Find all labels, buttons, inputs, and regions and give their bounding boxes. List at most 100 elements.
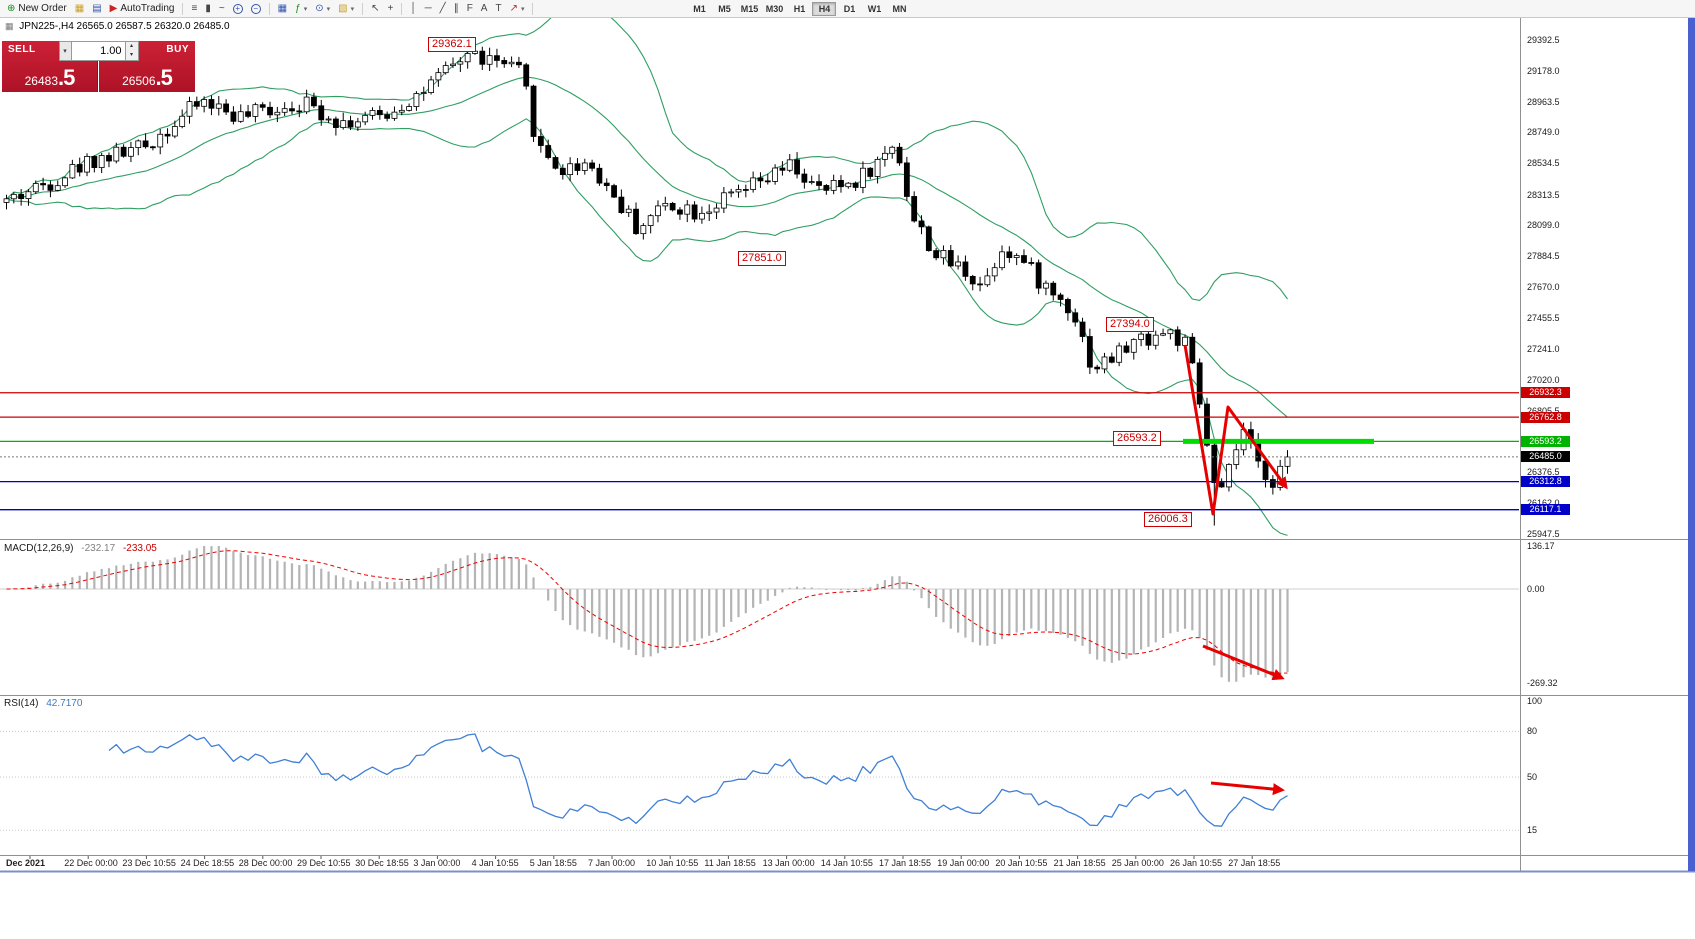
cursor-icon: ↖ xyxy=(371,2,380,14)
timeframe-w1[interactable]: W1 xyxy=(862,1,887,16)
price-callout[interactable]: 27851.0 xyxy=(738,251,786,266)
new-order-icon: ⊕ xyxy=(7,2,16,14)
price-marker: 26932.3 xyxy=(1521,387,1570,399)
autotrading-icon: ▶ xyxy=(109,2,118,14)
price-axis-tick: 28313.5 xyxy=(1527,189,1560,200)
horizontal-line-button[interactable]: ─ xyxy=(421,1,436,17)
time-axis-label: 10 Jan 10:55 xyxy=(646,858,699,868)
trendline-icon: ╱ xyxy=(439,2,446,14)
price-axis-tick: 25947.5 xyxy=(1527,529,1560,539)
timeframe-m15[interactable]: M15 xyxy=(737,1,762,16)
toolbar-separator xyxy=(362,2,364,15)
timeframe-m5[interactable]: M5 xyxy=(712,1,737,16)
periods-button[interactable]: ⊙ ▾ xyxy=(311,1,334,17)
time-axis-label: 3 Jan 00:00 xyxy=(413,858,461,868)
time-axis-label: 11 Jan 18:55 xyxy=(704,858,756,868)
time-axis-label: 25 Jan 00:00 xyxy=(1111,858,1164,868)
arrows-tool-button[interactable]: ↗ ▾ xyxy=(506,1,529,17)
buy-price-pips: .5 xyxy=(155,65,173,90)
line-chart-button[interactable]: ~ xyxy=(215,1,229,17)
channel-button[interactable]: ∥ xyxy=(450,1,463,17)
timeframe-h1[interactable]: H1 xyxy=(787,1,812,16)
toolbar: ⊕ New Order ▦ ▤ ▶ AutoTrading ≡ ▮ ~ + − … xyxy=(0,0,1695,18)
price-axis-tick: 28534.5 xyxy=(1527,158,1560,169)
price-callout[interactable]: 26593.2 xyxy=(1113,431,1161,446)
price-axis-tick: 27884.5 xyxy=(1527,251,1560,262)
sell-label: SELL xyxy=(8,44,36,55)
profiles-button[interactable]: ▤ xyxy=(88,1,105,17)
chevron-down-icon: ▾ xyxy=(326,5,331,13)
candlestick-button[interactable]: ▮ xyxy=(201,1,215,17)
indicators-icon: ƒ xyxy=(295,2,301,14)
zoom-out-button[interactable]: − xyxy=(247,1,265,17)
label-tool-button[interactable]: T xyxy=(491,1,505,17)
text-tool-button[interactable]: A xyxy=(477,1,492,17)
volume-decrease-icon[interactable]: ▾ xyxy=(129,52,133,58)
symbol-name: JPN225-,H4 xyxy=(19,21,74,32)
rsi-axis-tick: 15 xyxy=(1527,825,1538,835)
indicators-button[interactable]: ƒ ▾ xyxy=(291,1,311,17)
templates-icon: ▧ xyxy=(338,2,348,14)
symbol-high: 26587.5 xyxy=(115,21,152,32)
candlestick-icon: ▮ xyxy=(205,2,211,14)
volume-stepper[interactable]: ▴ ▾ xyxy=(125,41,139,61)
price-axis[interactable]: 29392.5 29178.0 28963.5 28749.0 28534.5 28313… xyxy=(1520,18,1688,871)
window-edge xyxy=(1688,18,1695,871)
timeframe-m1[interactable]: M1 xyxy=(687,1,712,16)
price-callout[interactable]: 29362.1 xyxy=(428,37,476,52)
bar-chart-icon: ≡ xyxy=(191,2,198,14)
time-axis-label: 5 Jan 18:55 xyxy=(529,858,577,868)
zoom-out-icon: − xyxy=(250,3,261,14)
new-order-button[interactable]: ⊕ New Order xyxy=(3,1,71,17)
timeframe-m30[interactable]: M30 xyxy=(762,1,787,16)
vertical-line-icon: │ xyxy=(410,2,417,14)
price-callout[interactable]: 27394.0 xyxy=(1106,317,1154,332)
time-axis[interactable]: Dec 2021 22 Dec 00:00 23 Dec 10:55 24 Dec 1… xyxy=(0,855,1519,871)
price-callout[interactable]: 26006.3 xyxy=(1144,512,1192,527)
annotation-arrows[interactable] xyxy=(1183,344,1288,796)
fibonacci-button[interactable]: F xyxy=(463,1,477,17)
rsi-pane[interactable] xyxy=(0,730,1519,831)
volume-control: ▾ ▴▾ xyxy=(58,41,139,61)
templates-button[interactable]: ▧ ▾ xyxy=(334,1,358,17)
volume-dropdown[interactable]: ▾ xyxy=(58,41,72,61)
label-tool-icon: T xyxy=(495,2,502,14)
vertical-line-button[interactable]: │ xyxy=(406,1,420,17)
tile-windows-button[interactable]: ▦ xyxy=(274,1,291,17)
time-axis-label: 27 Jan 18:55 xyxy=(1228,858,1281,868)
time-axis-label: 21 Jan 18:55 xyxy=(1053,858,1106,868)
rsi-label: RSI(14) 42.7170 xyxy=(4,698,82,709)
channel-icon: ∥ xyxy=(453,2,459,14)
price-axis-tick: 26376.5 xyxy=(1527,467,1560,478)
time-axis-label: 24 Dec 18:55 xyxy=(180,858,235,868)
symbol-low: 26320.0 xyxy=(154,21,191,32)
time-axis-label: 7 Jan 00:00 xyxy=(588,858,636,868)
time-axis-label: 4 Jan 10:55 xyxy=(471,858,519,868)
trendline-button[interactable]: ╱ xyxy=(436,1,450,17)
timeframe-mn[interactable]: MN xyxy=(887,1,912,16)
volume-input[interactable] xyxy=(71,41,126,61)
charts-button[interactable]: ▦ xyxy=(71,1,88,17)
volume-increase-icon[interactable]: ▴ xyxy=(129,43,133,49)
time-axis-label: 29 Dec 10:55 xyxy=(297,858,351,868)
time-axis-label: Dec 2021 xyxy=(6,858,46,868)
chevron-down-icon: ▾ xyxy=(520,5,525,13)
price-axis-tick: 27670.0 xyxy=(1527,282,1560,292)
price-axis-tick: 28099.0 xyxy=(1527,220,1560,231)
buy-price: 26506.5 xyxy=(99,65,195,91)
rsi-axis-tick: 100 xyxy=(1527,696,1543,706)
bar-chart-button[interactable]: ≡ xyxy=(187,1,201,17)
timeframe-d1[interactable]: D1 xyxy=(837,1,862,16)
crosshair-button[interactable]: + xyxy=(383,1,397,17)
macd-pane[interactable] xyxy=(0,546,1519,682)
cursor-button[interactable]: ↖ xyxy=(367,1,383,17)
time-axis-label: 23 Dec 10:55 xyxy=(122,858,176,868)
rsi-axis-tick: 80 xyxy=(1527,726,1538,736)
zoom-in-button[interactable]: + xyxy=(229,1,247,17)
price-pane[interactable] xyxy=(0,3,1519,536)
autotrading-button[interactable]: ▶ AutoTrading xyxy=(106,1,179,17)
price-marker: 26593.2 xyxy=(1521,435,1570,447)
timeframe-h4[interactable]: H4 xyxy=(812,1,837,16)
time-axis-label: 14 Jan 10:55 xyxy=(820,858,873,868)
